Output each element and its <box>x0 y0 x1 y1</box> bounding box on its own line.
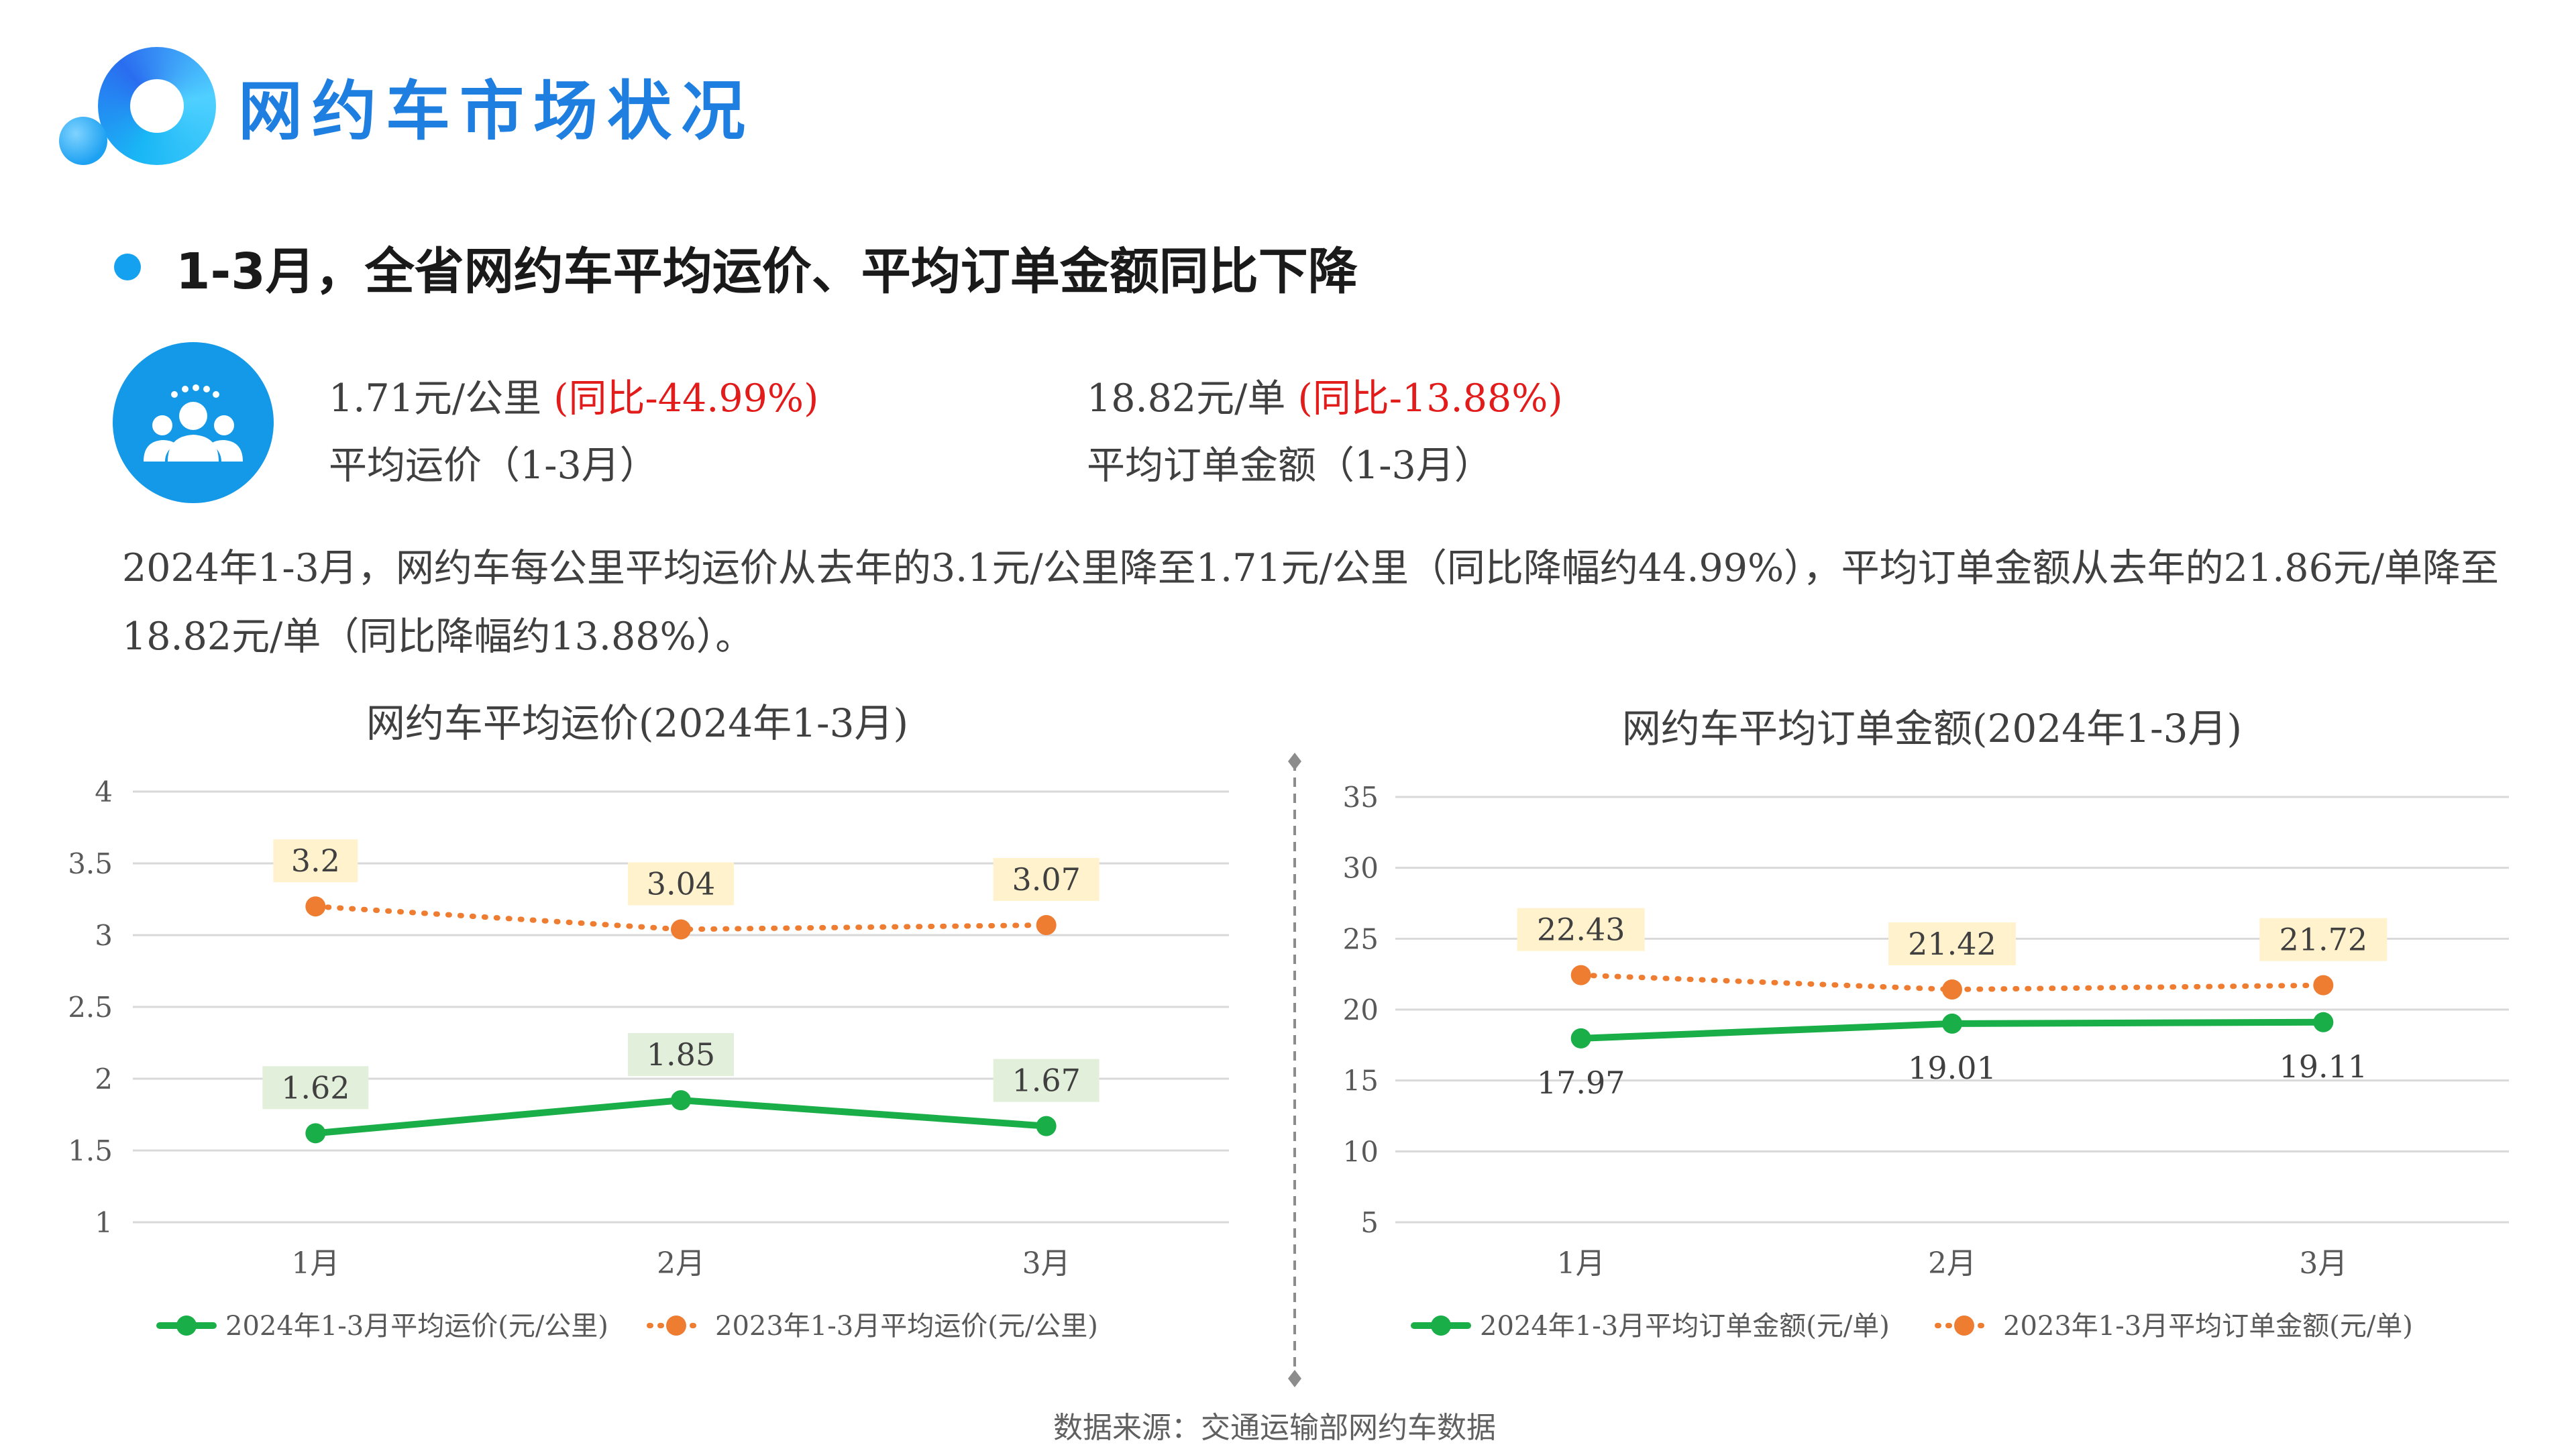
logo-ring-icon <box>98 47 216 165</box>
divider-top-diamond <box>1288 753 1301 770</box>
chart-order-amount: 网约车平均订单金额(2024年1-3月) 5 10 15 20 25 30 35 1月 2月 3月 1… <box>1343 706 2509 1342</box>
y-tick-label: 2.5 <box>68 991 113 1024</box>
legend-marker <box>666 1316 686 1336</box>
data-label-box <box>273 839 358 883</box>
data-point <box>671 1090 691 1111</box>
y-tick-label: 3.5 <box>68 847 113 880</box>
legend-marker <box>176 1316 197 1336</box>
data-label-box <box>1888 922 2016 965</box>
logo-dot-icon <box>59 117 107 165</box>
data-point <box>1570 1028 1591 1049</box>
people-group-icon <box>113 342 274 503</box>
y-tick-label: 10 <box>1343 1135 1379 1168</box>
data-label-box <box>1517 908 1645 951</box>
data-point <box>1036 915 1057 936</box>
stat-order-label: 平均订单金额（1-3月） <box>1087 443 1493 488</box>
stat-fare-change: (同比-44.99%) <box>553 376 819 421</box>
y-tick-label: 1 <box>95 1206 113 1239</box>
data-label: 3.04 <box>647 865 715 902</box>
stat-order-value: 18.82元/单 <box>1087 376 1286 421</box>
x-tick-label: 1月 <box>291 1246 339 1281</box>
data-label-box <box>628 862 734 906</box>
data-label: 19.11 <box>2279 1049 2367 1085</box>
y-tick-label: 4 <box>95 775 113 808</box>
data-point <box>1942 1013 1962 1034</box>
data-source: 数据来源：交通运输部网约车数据 <box>1053 1411 1496 1445</box>
stat-order-change: (同比-13.88%) <box>1297 376 1563 421</box>
stat-fare-label: 平均运价（1-3月） <box>329 443 658 488</box>
x-tick-label: 3月 <box>2299 1246 2347 1281</box>
x-tick-label: 3月 <box>1022 1246 1071 1281</box>
series-line <box>1578 972 2326 993</box>
data-point <box>2313 1012 2334 1032</box>
data-point <box>671 919 691 940</box>
data-label: 21.42 <box>1908 926 1996 962</box>
section-subtitle: 1-3月，全省网约车平均运价、平均订单金额同比下降 <box>176 243 1358 301</box>
stat-fare-value: 1.71元/公里 <box>329 376 542 421</box>
data-point <box>305 896 326 917</box>
legend-marker <box>1431 1316 1451 1336</box>
y-tick-label: 25 <box>1343 922 1379 955</box>
data-point <box>1570 965 1591 985</box>
divider-bottom-diamond <box>1288 1370 1301 1387</box>
stat-order: 18.82元/单 (同比-13.88%) <box>1087 368 1563 423</box>
x-tick-label: 2月 <box>657 1246 705 1281</box>
y-tick-label: 1.5 <box>68 1134 113 1167</box>
x-tick-label: 1月 <box>1557 1246 1605 1281</box>
data-label-box <box>993 1059 1099 1102</box>
y-tick-label: 20 <box>1343 994 1379 1026</box>
data-label: 1.62 <box>281 1069 350 1106</box>
legend-label: 2024年1-3月平均订单金额(元/单) <box>1480 1311 1890 1342</box>
data-label: 17.97 <box>1537 1065 1625 1101</box>
data-label: 19.01 <box>1908 1050 1996 1086</box>
data-label-box <box>628 1033 734 1077</box>
chart-title: 网约车平均运价(2024年1-3月) <box>366 700 908 746</box>
y-tick-label: 35 <box>1343 781 1379 814</box>
data-point <box>1036 1116 1057 1136</box>
data-point <box>1942 979 1962 1000</box>
legend-label: 2023年1-3月平均运价(元/公里) <box>715 1311 1098 1342</box>
data-point <box>305 1123 326 1144</box>
data-label: 3.07 <box>1012 861 1080 898</box>
y-tick-label: 2 <box>95 1063 113 1095</box>
data-label-box <box>993 858 1099 902</box>
data-label: 1.67 <box>1012 1063 1080 1099</box>
data-label: 1.85 <box>647 1036 715 1073</box>
description-paragraph: 2024年1-3月，网约车每公里平均运价从去年的3.1元/公里降至1.71元/公… <box>122 546 2500 659</box>
y-tick-label: 15 <box>1343 1065 1379 1097</box>
chart-title: 网约车平均订单金额(2024年1-3月) <box>1622 706 2242 751</box>
bullet-dot-icon <box>114 254 141 280</box>
x-tick-label: 2月 <box>1928 1246 1976 1281</box>
page-title: 网约车市场状况 <box>238 74 755 149</box>
chart-fare: 网约车平均运价(2024年1-3月) 1 1.5 2 2.5 3 3.5 4 1月 2月 3月 1.6… <box>68 700 1229 1342</box>
data-label-box <box>2259 918 2387 961</box>
data-label: 22.43 <box>1537 912 1625 948</box>
legend-marker <box>1954 1316 1974 1336</box>
data-label-box <box>262 1066 369 1110</box>
data-label: 3.2 <box>291 843 340 879</box>
y-tick-label: 30 <box>1343 852 1379 885</box>
data-label: 21.72 <box>2279 922 2367 958</box>
y-tick-label: 5 <box>1360 1206 1379 1239</box>
legend-label: 2024年1-3月平均运价(元/公里) <box>225 1311 608 1342</box>
legend-label: 2023年1-3月平均订单金额(元/单) <box>2003 1311 2413 1342</box>
data-point <box>2313 975 2334 996</box>
y-tick-label: 3 <box>95 919 113 952</box>
stat-fare: 1.71元/公里 (同比-44.99%) <box>329 368 818 423</box>
